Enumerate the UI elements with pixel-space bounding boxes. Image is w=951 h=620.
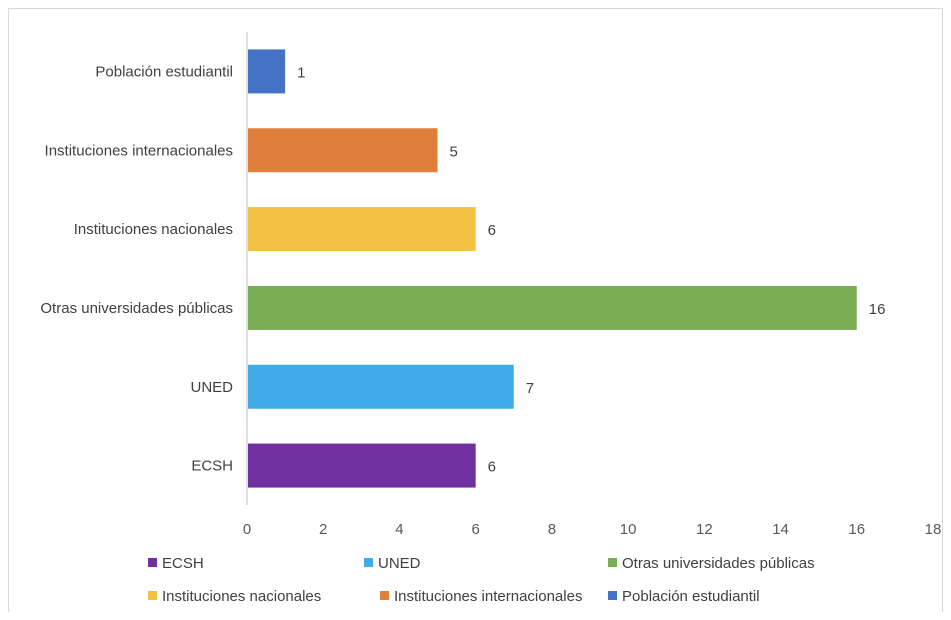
legend-label: Instituciones internacionales bbox=[394, 588, 582, 605]
bar-instituciones-nacionales bbox=[248, 207, 476, 252]
x-tick-label: 2 bbox=[319, 521, 327, 538]
category-label: UNED bbox=[190, 379, 233, 396]
legend-label: Población estudiantil bbox=[622, 588, 760, 605]
x-tick-label: 4 bbox=[395, 521, 403, 538]
legend-swatch bbox=[364, 558, 373, 567]
bar-otras-universidades-p-blicas bbox=[248, 285, 857, 330]
legend-swatch bbox=[148, 591, 157, 600]
data-label: 16 bbox=[869, 301, 886, 318]
legend-swatch bbox=[608, 591, 617, 600]
x-tick-label: 14 bbox=[772, 521, 789, 538]
legend-label: UNED bbox=[378, 555, 421, 572]
bar-poblaci-n-estudiantil bbox=[248, 49, 286, 94]
x-tick-label: 0 bbox=[243, 521, 251, 538]
category-label: ECSH bbox=[191, 458, 233, 475]
category-label: Población estudiantil bbox=[95, 63, 233, 80]
legend-swatch bbox=[608, 558, 617, 567]
x-tick-label: 16 bbox=[848, 521, 865, 538]
bar-instituciones-internacionales bbox=[248, 128, 438, 173]
category-label: Otras universidades públicas bbox=[40, 300, 233, 317]
data-label: 1 bbox=[297, 64, 305, 81]
x-tick-label: 12 bbox=[696, 521, 713, 538]
category-label: Instituciones nacionales bbox=[74, 221, 233, 238]
bar-ecsh bbox=[248, 443, 476, 488]
legend-label: ECSH bbox=[162, 555, 204, 572]
x-tick-label: 18 bbox=[925, 521, 942, 538]
x-tick-label: 6 bbox=[471, 521, 479, 538]
legend-label: Otras universidades públicas bbox=[622, 555, 815, 572]
category-label: Instituciones internacionales bbox=[45, 142, 233, 159]
x-tick-label: 10 bbox=[620, 521, 637, 538]
legend-label: Instituciones nacionales bbox=[162, 588, 321, 605]
data-label: 7 bbox=[526, 380, 534, 397]
x-tick-label: 8 bbox=[548, 521, 556, 538]
legend-swatch bbox=[380, 591, 389, 600]
legend-swatch bbox=[148, 558, 157, 567]
data-label: 6 bbox=[488, 222, 496, 239]
data-label: 5 bbox=[450, 143, 458, 160]
bar-uned bbox=[248, 364, 514, 409]
data-label: 6 bbox=[488, 459, 496, 476]
